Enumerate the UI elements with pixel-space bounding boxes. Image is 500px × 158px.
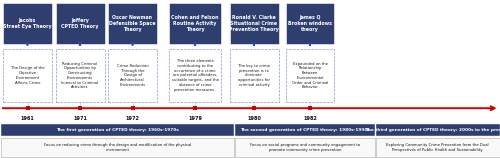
FancyBboxPatch shape xyxy=(3,3,52,44)
Text: Crime Reduction
Through the
Design of
Architectural
Environments: Crime Reduction Through the Design of Ar… xyxy=(116,64,148,87)
FancyBboxPatch shape xyxy=(230,3,278,44)
Text: Jacobs
Street Eye Theory: Jacobs Street Eye Theory xyxy=(3,18,52,29)
FancyBboxPatch shape xyxy=(230,49,278,102)
FancyBboxPatch shape xyxy=(376,124,500,136)
Text: Focus on reducing crime through the design and modification of the physical
envi: Focus on reducing crime through the desi… xyxy=(44,143,191,152)
FancyBboxPatch shape xyxy=(0,124,234,136)
Text: The second generation of CPTED theory: 1980s-1990s: The second generation of CPTED theory: 1… xyxy=(240,128,370,132)
FancyBboxPatch shape xyxy=(3,49,52,102)
Text: The third generation of CPTED theory: 2000s to the present: The third generation of CPTED theory: 20… xyxy=(366,128,500,132)
Text: 1982: 1982 xyxy=(303,116,317,121)
Text: Ronald V. Clarke
Situational Crime
Prevention Theory: Ronald V. Clarke Situational Crime Preve… xyxy=(229,15,279,32)
Text: 1979: 1979 xyxy=(188,116,202,121)
Text: Jeffery
CPTED Theory: Jeffery CPTED Theory xyxy=(61,18,99,29)
FancyBboxPatch shape xyxy=(286,3,335,44)
FancyBboxPatch shape xyxy=(108,49,157,102)
FancyBboxPatch shape xyxy=(56,49,104,102)
Text: Focus on social programs and community engagement to
promote community crime pre: Focus on social programs and community e… xyxy=(250,143,360,152)
FancyBboxPatch shape xyxy=(169,49,221,102)
Text: Exploring Community Crime Prevention from the Dual
Perspectives of Public Health: Exploring Community Crime Prevention fro… xyxy=(386,143,489,152)
Text: The three elements
contributing to the
occurrence of a crime
are potential offen: The three elements contributing to the o… xyxy=(172,59,218,92)
Text: 1961: 1961 xyxy=(20,116,34,121)
FancyBboxPatch shape xyxy=(108,3,157,44)
FancyBboxPatch shape xyxy=(376,138,500,157)
Text: Oscar Newman
Defensible Space
Theory: Oscar Newman Defensible Space Theory xyxy=(109,15,156,32)
Text: 1980: 1980 xyxy=(247,116,261,121)
FancyBboxPatch shape xyxy=(56,3,104,44)
Text: James Q
Broken windows
theory: James Q Broken windows theory xyxy=(288,15,332,32)
FancyBboxPatch shape xyxy=(235,124,375,136)
FancyBboxPatch shape xyxy=(235,138,375,157)
Text: 1972: 1972 xyxy=(126,116,140,121)
FancyBboxPatch shape xyxy=(0,138,234,157)
FancyBboxPatch shape xyxy=(169,3,221,44)
Text: Expounded on the
Relationship
Between
Environmental
Order and Criminal
Behavior: Expounded on the Relationship Between En… xyxy=(292,62,328,89)
FancyBboxPatch shape xyxy=(286,49,335,102)
Text: The Design of the
Objective
Environment
Affects Crime: The Design of the Objective Environment … xyxy=(10,66,44,85)
Text: Reducing Criminal
Opportunities by
Constructing
Environments
Inimical to Crimina: Reducing Criminal Opportunities by Const… xyxy=(62,62,98,89)
Text: The key to crime
prevention is to
eliminate
opportunities for
criminal activity: The key to crime prevention is to elimin… xyxy=(238,64,270,87)
Text: 1971: 1971 xyxy=(73,116,87,121)
Text: The first generation of CPTED theory: 1960s-1970s: The first generation of CPTED theory: 19… xyxy=(56,128,178,132)
Text: Cohen and Felson
Routine Activity
Theory: Cohen and Felson Routine Activity Theory xyxy=(171,15,219,32)
